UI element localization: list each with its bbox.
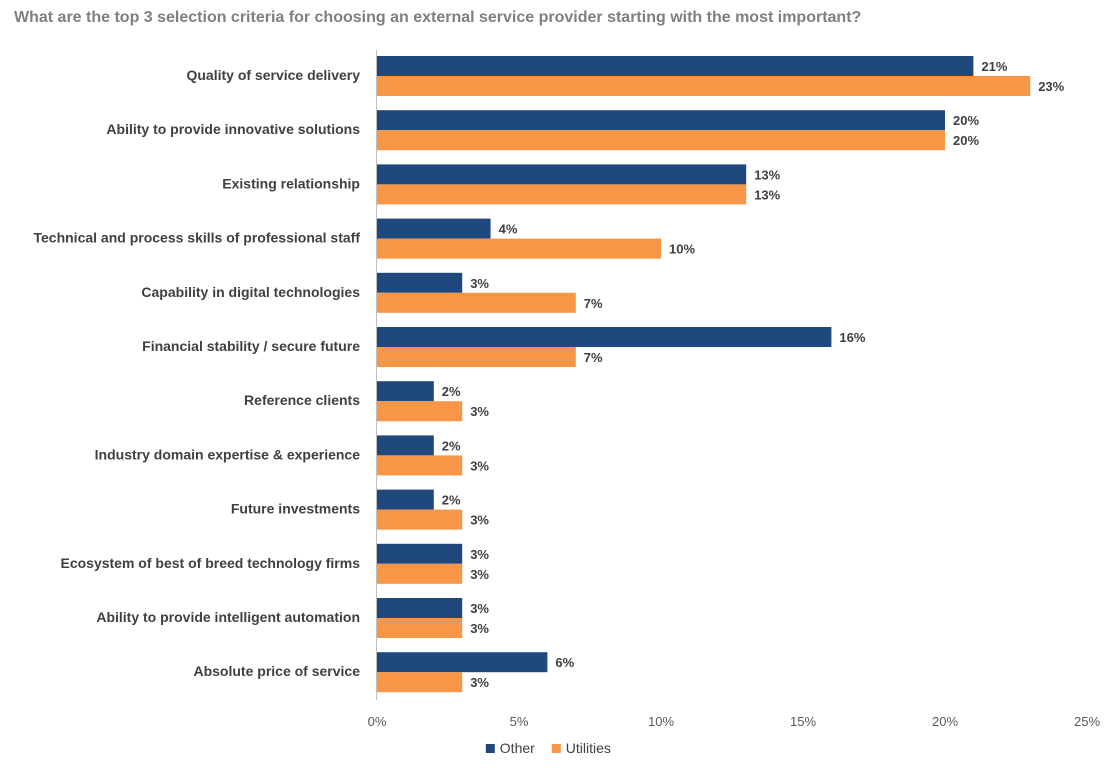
legend-label: Utilities <box>566 740 611 756</box>
chart-title: What are the top 3 selection criteria fo… <box>14 9 862 26</box>
labels-layer: Quality of service delivery 21% 23% Ability… <box>33 59 1064 690</box>
bar-other <box>377 489 434 510</box>
category-label: Quality of service delivery <box>186 67 360 83</box>
legend-swatch-utilities <box>551 744 561 753</box>
data-label: 20% <box>953 133 979 148</box>
data-label: 3% <box>470 621 489 636</box>
bar-utilities <box>377 618 463 638</box>
data-label: 7% <box>584 296 603 311</box>
category-label: Ability to provide innovative solutions <box>106 121 360 137</box>
category-label: Ability to provide intelligent automatio… <box>96 609 360 625</box>
bar-utilities <box>377 672 463 693</box>
bar-utilities <box>377 292 576 313</box>
x-tick-label: 15% <box>790 714 816 729</box>
data-label: 2% <box>442 493 461 508</box>
bar-utilities <box>377 238 661 259</box>
data-label: 3% <box>470 547 489 562</box>
bar-utilities <box>377 563 463 584</box>
data-label: 23% <box>1038 79 1064 94</box>
legend-label: Other <box>500 740 535 756</box>
category-label: Existing relationship <box>222 175 360 191</box>
bars-layer <box>377 56 1031 693</box>
category-label: Financial stability / secure future <box>142 338 360 354</box>
category-label: Capability in digital technologies <box>141 284 360 300</box>
data-label: 6% <box>555 655 574 670</box>
bar-other <box>377 164 747 185</box>
x-tick-label: 5% <box>510 714 529 729</box>
bar-other <box>377 598 463 618</box>
category-label: Industry domain expertise & experience <box>95 446 361 462</box>
bar-other <box>377 272 463 293</box>
category-label: Technical and process skills of professi… <box>33 230 360 246</box>
data-label: 3% <box>470 404 489 419</box>
bar-utilities <box>377 509 463 530</box>
data-label: 3% <box>470 513 489 528</box>
data-label: 3% <box>470 675 489 690</box>
x-axis-ticks: 0% 5% 10% 15% 20% 25% <box>368 714 1101 729</box>
data-label: 3% <box>470 458 489 473</box>
bar-utilities <box>377 130 945 151</box>
category-label: Future investments <box>231 501 360 517</box>
data-label: 3% <box>470 601 489 616</box>
bar-other <box>377 56 974 76</box>
data-label: 3% <box>470 276 489 291</box>
data-label: 2% <box>442 438 461 453</box>
bar-other <box>377 543 463 564</box>
x-tick-label: 0% <box>368 714 387 729</box>
bar-other <box>377 652 548 673</box>
bar-other <box>377 381 434 402</box>
category-label: Absolute price of service <box>193 663 360 679</box>
data-label: 13% <box>754 187 780 202</box>
legend: Other Utilities <box>485 740 611 756</box>
data-label: 3% <box>470 567 489 582</box>
data-label: 2% <box>442 384 461 399</box>
bar-other <box>377 435 434 456</box>
data-label: 4% <box>499 222 518 237</box>
bar-utilities <box>377 184 747 205</box>
data-label: 13% <box>754 167 780 182</box>
bar-other <box>377 218 491 239</box>
category-label: Ecosystem of best of breed technology fi… <box>60 555 360 571</box>
bar-utilities <box>377 76 1031 96</box>
bar-utilities <box>377 455 463 476</box>
category-label: Reference clients <box>244 392 360 408</box>
bar-utilities <box>377 401 463 422</box>
x-tick-label: 25% <box>1074 714 1100 729</box>
bar-other <box>377 327 832 347</box>
data-label: 10% <box>669 242 695 257</box>
data-label: 16% <box>839 330 865 345</box>
bar-other <box>377 110 945 131</box>
data-label: 20% <box>953 113 979 128</box>
bar-utilities <box>377 347 576 367</box>
x-tick-label: 20% <box>932 714 958 729</box>
data-label: 7% <box>584 350 603 365</box>
x-tick-label: 10% <box>648 714 674 729</box>
data-label: 21% <box>981 59 1007 74</box>
legend-swatch-other <box>485 744 495 753</box>
